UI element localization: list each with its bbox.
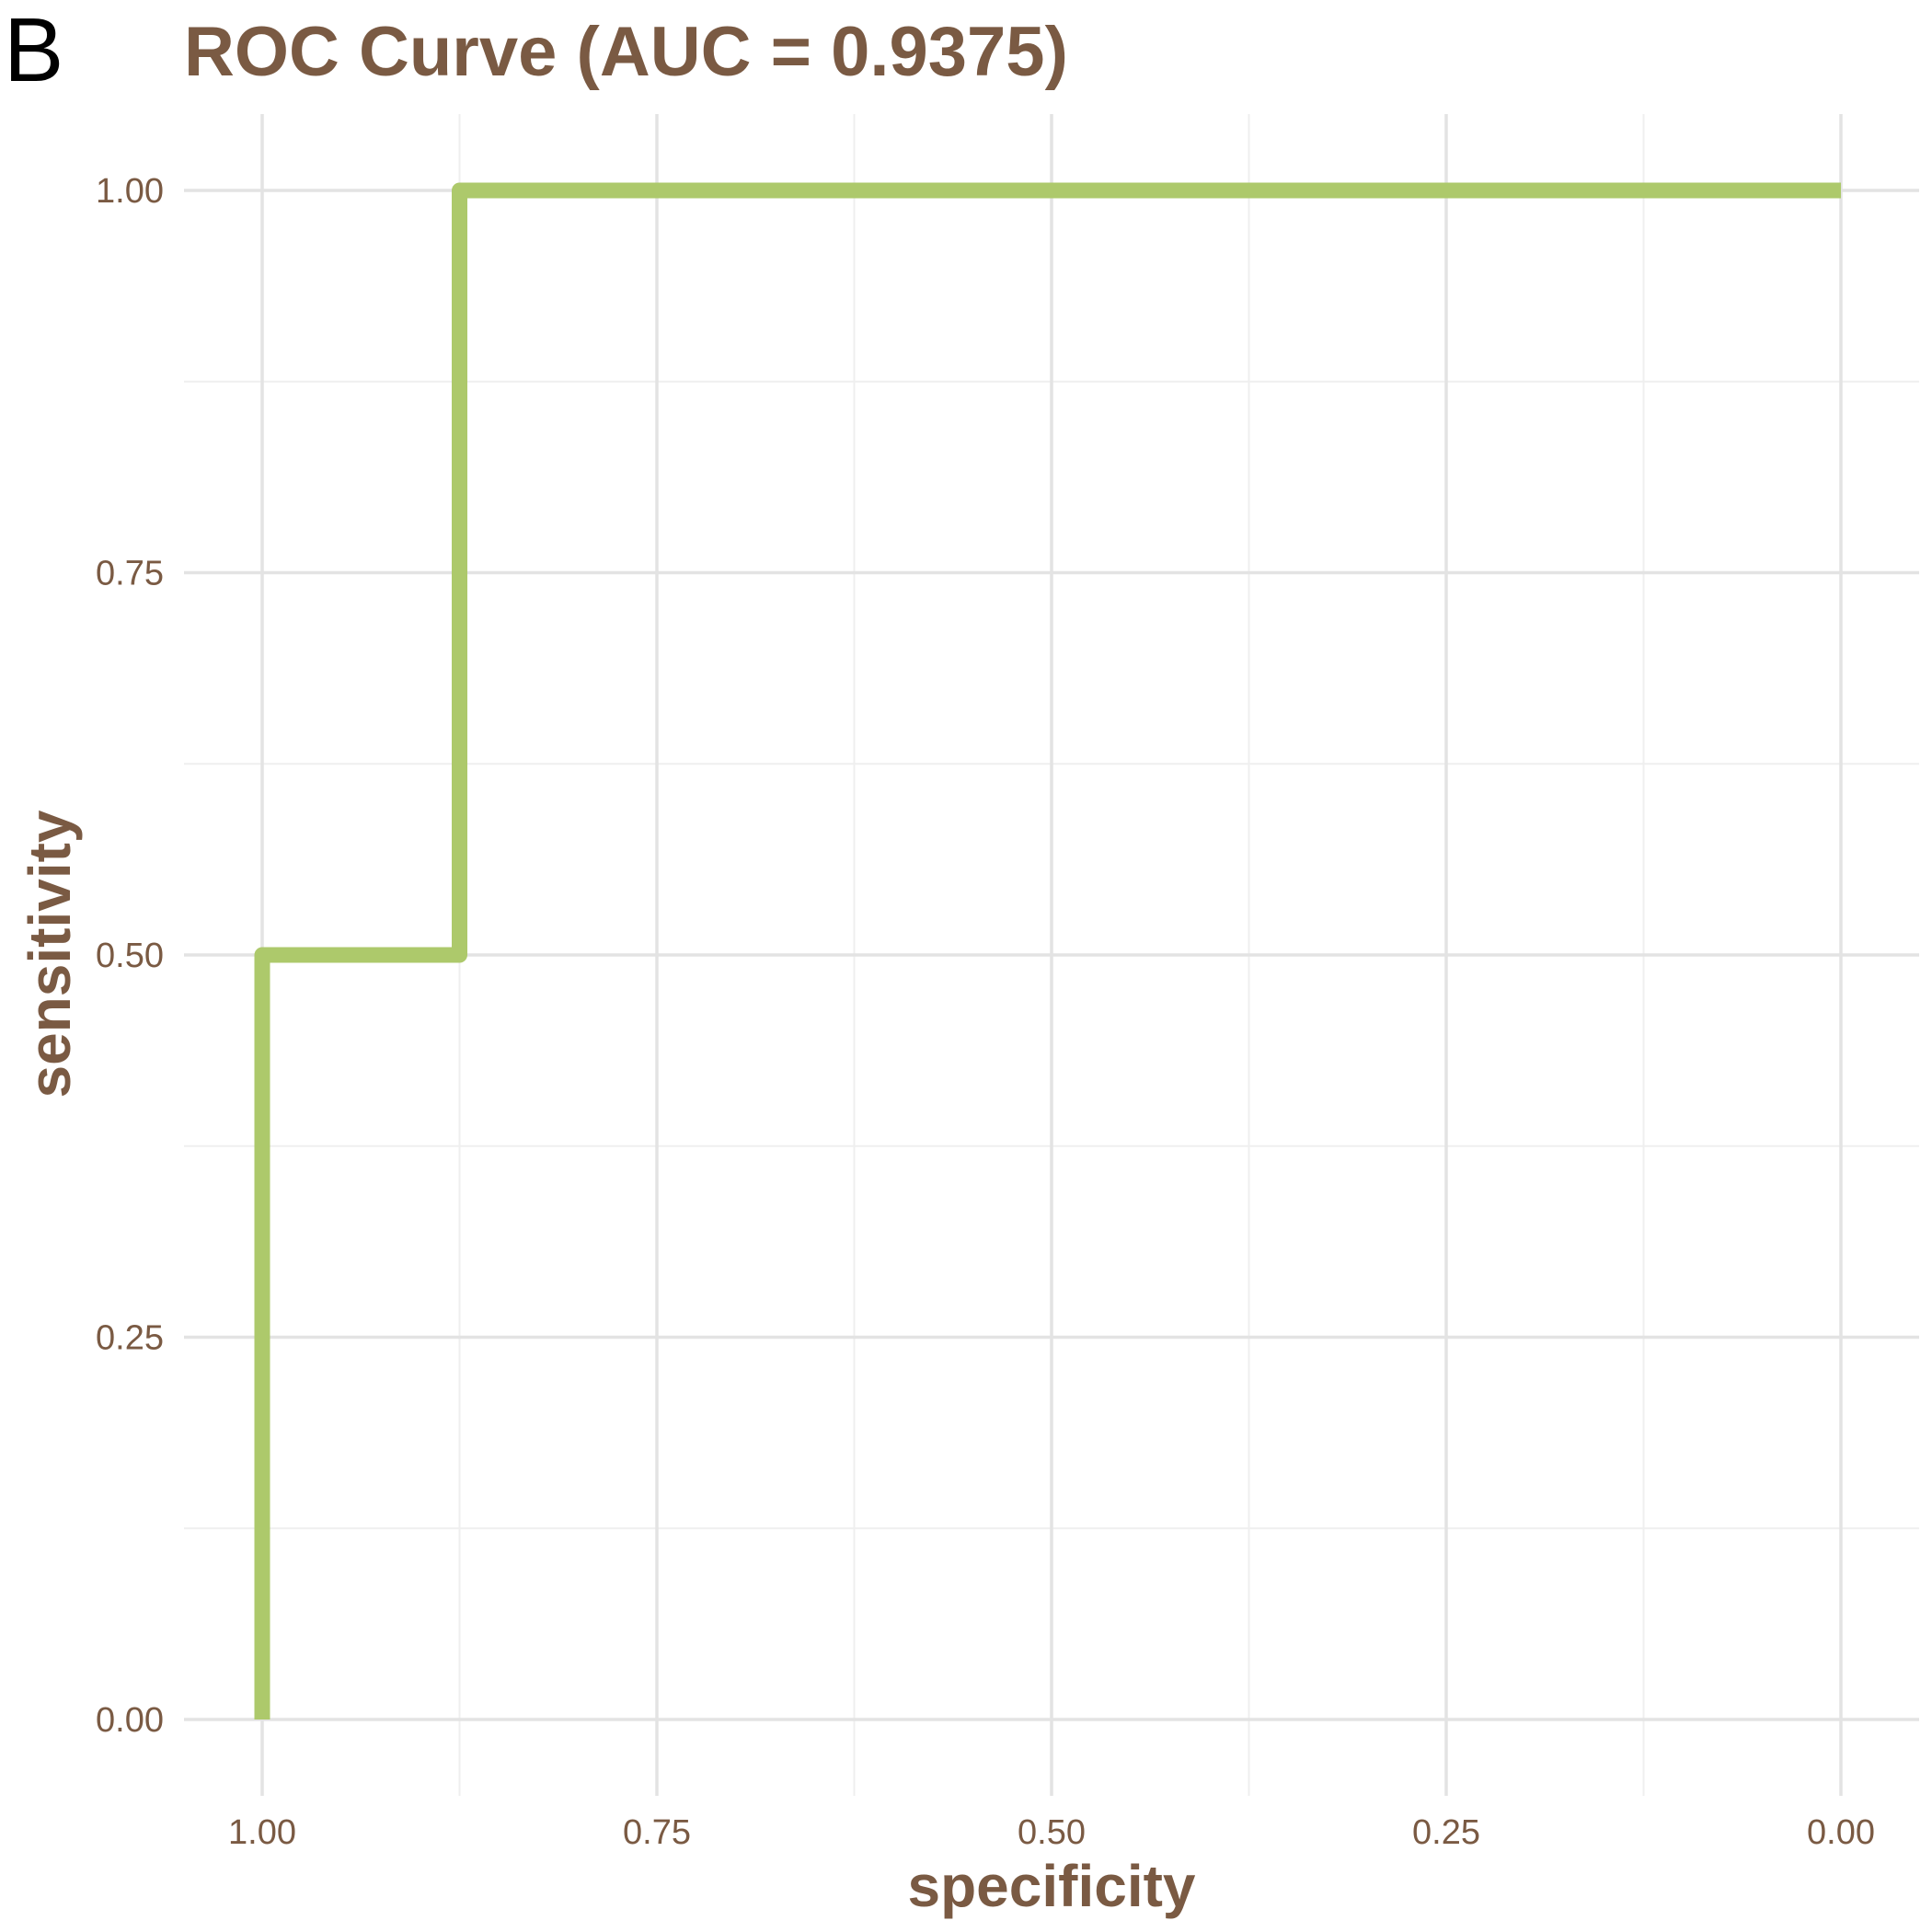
x-axis-title: specificity	[907, 1853, 1195, 1919]
y-axis-title: sensitivity	[17, 810, 83, 1098]
chart-title: ROC Curve (AUC = 0.9375)	[184, 13, 1068, 91]
roc-curve-layer	[254, 182, 1841, 1719]
y-tick-label: 0.25	[96, 1319, 164, 1358]
x-tick-label: 1.00	[228, 1813, 296, 1852]
y-tick-label: 0.75	[96, 555, 164, 593]
roc-curve-line	[254, 182, 1841, 1719]
y-tick-label: 0.00	[96, 1701, 164, 1740]
x-tick-label: 0.25	[1412, 1813, 1480, 1852]
x-tick-label: 0.00	[1807, 1813, 1875, 1852]
x-tick-labels: 1.00 0.75 0.50 0.25 0.00	[228, 1813, 1875, 1852]
y-tick-labels: 0.00 0.25 0.50 0.75 1.00	[96, 172, 164, 1740]
y-tick-label: 1.00	[96, 172, 164, 211]
y-tick-label: 0.50	[96, 937, 164, 975]
x-tick-label: 0.75	[623, 1813, 691, 1852]
x-tick-label: 0.50	[1018, 1813, 1086, 1852]
panel-label: B	[4, 0, 63, 100]
